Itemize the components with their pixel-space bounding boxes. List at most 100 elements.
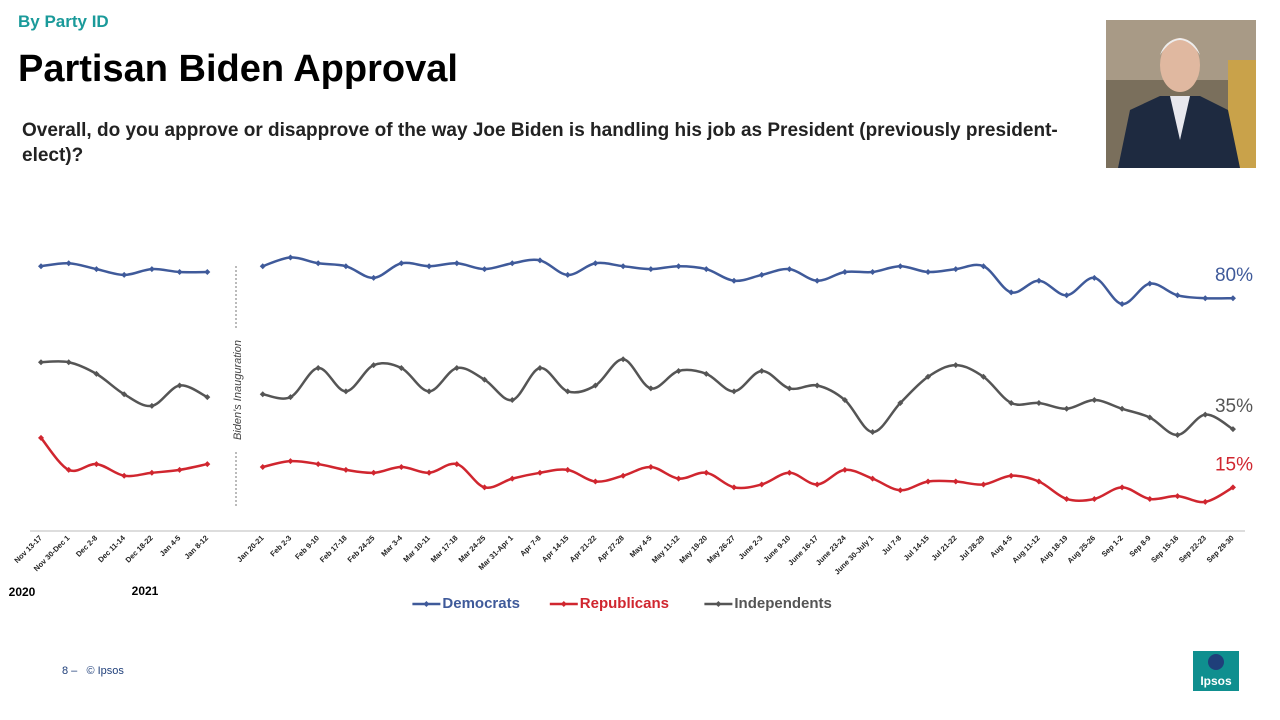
x-tick-label: Apr 21-22 [568,533,599,564]
data-point [647,385,654,392]
data-point [869,475,876,482]
data-point [1008,289,1015,296]
data-point [536,469,543,476]
data-point [259,263,266,270]
data-point [592,382,599,389]
data-point [1174,431,1181,438]
x-tick-label: June 16-17 [786,533,820,567]
data-point [980,263,987,270]
data-point [426,263,433,270]
x-tick-label: Jul 14-15 [902,533,931,562]
data-point [148,402,155,409]
data-point [398,260,405,267]
data-point [453,260,460,267]
x-tick-label: Aug 18-19 [1038,533,1070,565]
x-tick-label: Mar 24-25 [457,533,488,564]
x-tick-label: May 19-20 [677,533,709,565]
data-point [1119,484,1126,491]
data-point [869,429,876,436]
data-point [675,475,682,482]
x-tick-label: Apr 7-8 [518,533,543,558]
data-point [786,385,793,392]
x-tick-label: Aug 4-5 [988,533,1014,559]
data-point [259,391,266,398]
data-point [897,263,904,270]
x-tick-label: Dec 18-22 [124,533,155,564]
data-point [980,481,987,488]
data-point [481,484,488,491]
data-point [925,478,932,485]
data-point [315,365,322,372]
data-point [814,277,821,284]
data-point [564,466,571,473]
data-point [647,463,654,470]
data-point [675,367,682,374]
data-point [925,373,932,380]
data-point [758,271,765,278]
data-point [93,266,100,273]
data-point [1091,274,1098,281]
logo-text: Ipsos [1200,674,1232,688]
x-tick-label: June 30-July 1 [832,533,875,576]
page-number: 8 – [62,665,78,677]
x-tick-label: Jul 28-29 [957,533,986,562]
data-point [1091,495,1098,502]
data-point [703,469,710,476]
x-tick-label: June 2-3 [737,533,765,561]
data-point [1174,493,1181,500]
data-point [814,481,821,488]
data-point [342,263,349,270]
data-point [370,469,377,476]
data-point [1202,411,1209,418]
data-point [620,472,627,479]
data-point [897,399,904,406]
data-point [703,266,710,273]
data-point [1174,292,1181,299]
data-point [536,365,543,372]
data-point [675,263,682,270]
data-point [398,463,405,470]
x-tick-label: May 11-12 [650,533,681,564]
data-point [1035,277,1042,284]
data-point [93,461,100,468]
year-label: 2020 [9,585,36,599]
data-point [952,362,959,369]
x-tick-label: Nov 13-17 [12,533,43,564]
data-point [481,376,488,383]
data-point [1035,399,1042,406]
data-point [93,370,100,377]
legend-marker [715,601,722,607]
x-tick-label: Sep 8-9 [1127,533,1152,558]
data-point [786,469,793,476]
data-point [453,461,460,468]
data-point [176,269,183,276]
data-point [481,266,488,273]
data-point [315,260,322,267]
end-label: 80% [1215,265,1253,286]
x-tick-label: Apr 27-28 [595,533,626,564]
data-point [148,469,155,476]
data-point [453,365,460,372]
data-point [204,269,211,276]
data-point [38,359,44,366]
legend-marker [423,601,430,607]
x-tick-label: Mar 17-18 [429,533,460,564]
data-point [564,271,571,278]
series-line [40,437,1234,504]
data-point [370,274,377,281]
data-point [869,269,876,276]
end-label: 15% [1215,454,1253,475]
end-label: 35% [1215,396,1253,417]
data-point [647,266,654,273]
kicker: By Party ID [18,12,109,31]
data-point [841,466,848,473]
title: Partisan Biden Approval [18,48,458,90]
x-tick-label: Jan 20-21 [235,533,266,564]
legend-label: Independents [734,595,832,612]
data-point [509,475,516,482]
x-tick-label: Mar 10-11 [401,533,432,564]
data-point [342,388,349,395]
x-tick-label: Mar 3-4 [379,533,405,559]
data-point [38,434,44,441]
x-tick-label: Dec 11-14 [96,533,127,564]
